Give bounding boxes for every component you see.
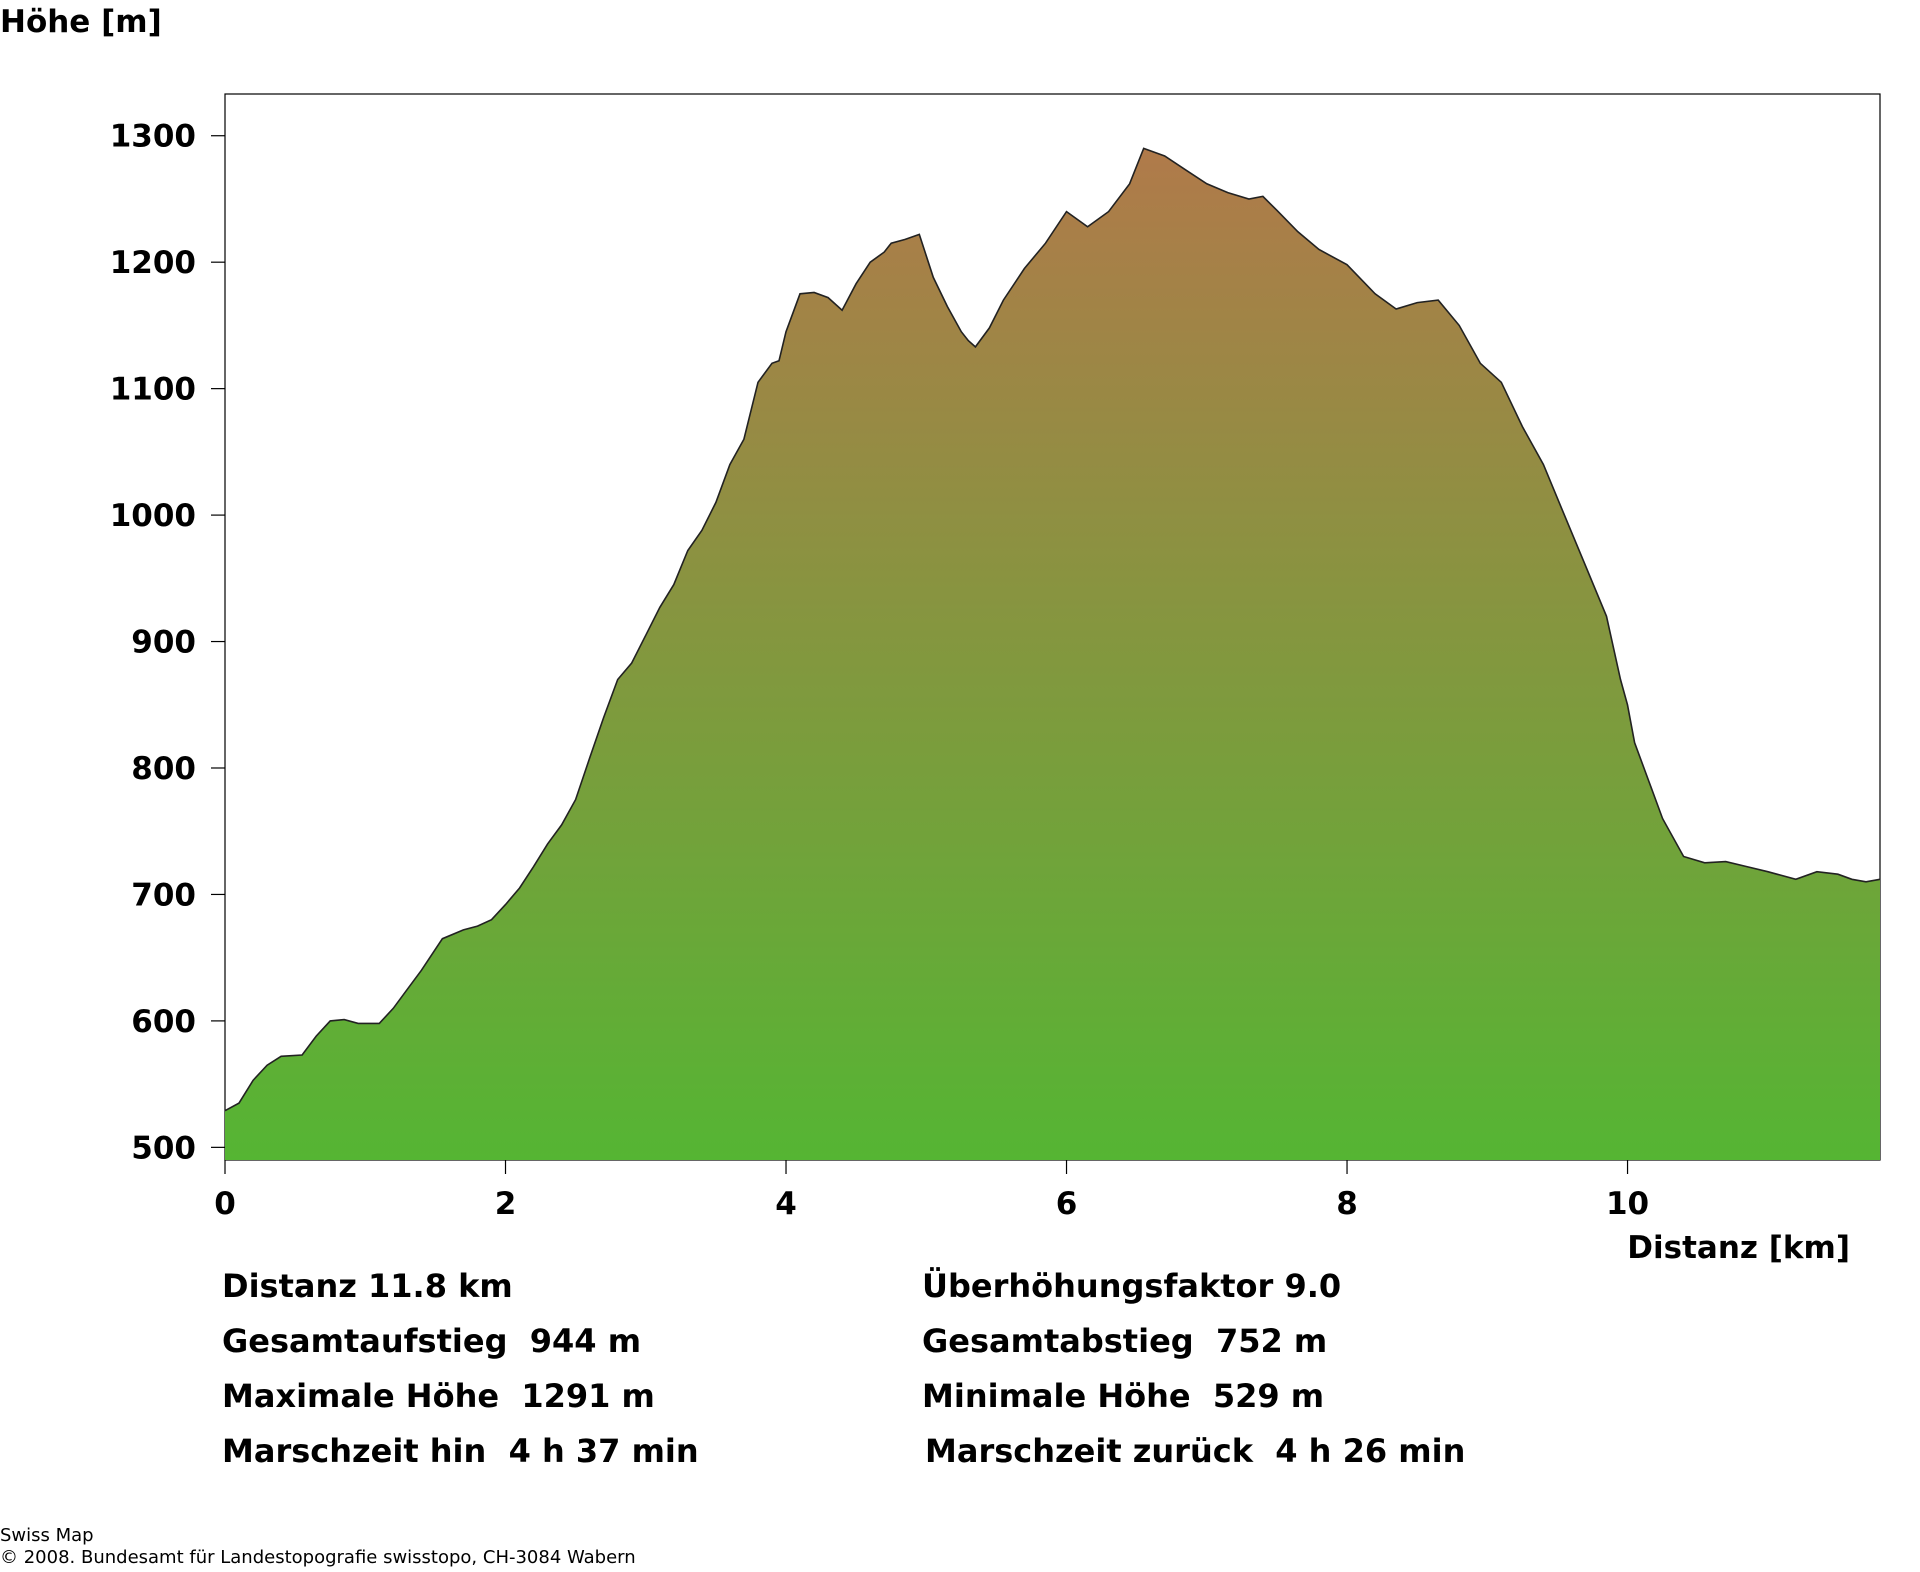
stat-maximale-hoehe: Maximale Höhe 1291 m (222, 1377, 655, 1415)
y-tick-label: 500 (131, 1130, 196, 1166)
y-tick-label: 600 (131, 1004, 196, 1040)
stat-marschzeit-hin: Marschzeit hin 4 h 37 min (222, 1432, 699, 1470)
stat-minimale-hoehe: Minimale Höhe 529 m (922, 1377, 1325, 1415)
y-tick-label: 1100 (110, 372, 196, 408)
stat-gesamtaufstieg: Gesamtaufstieg 944 m (222, 1322, 642, 1360)
elevation-area (225, 148, 1880, 1160)
x-tick-label: 2 (495, 1186, 517, 1222)
x-tick-label: 10 (1606, 1186, 1649, 1222)
y-tick-label: 800 (131, 751, 196, 787)
x-tick-label: 0 (214, 1186, 236, 1222)
y-tick-label: 900 (131, 625, 196, 661)
elevation-line (224, 147, 1881, 1112)
stat-marschzeit-zurueck: Marschzeit zurück 4 h 26 min (925, 1432, 1466, 1470)
x-tick-label: 6 (1056, 1186, 1078, 1222)
y-tick-label: 1300 (110, 119, 196, 155)
stat-gesamtabstieg: Gesamtabstieg 752 m (922, 1322, 1328, 1360)
y-tick-label: 700 (131, 877, 196, 913)
x-axis-title: Distanz [km] (1627, 1230, 1850, 1266)
x-tick-label: 4 (775, 1186, 797, 1222)
x-tick-label: 8 (1336, 1186, 1358, 1222)
y-tick-label: 1200 (110, 245, 196, 281)
stat-ueberhoehungsfaktor: Überhöhungsfaktor 9.0 (922, 1267, 1342, 1305)
y-tick-label: 1000 (110, 498, 196, 534)
footer-source: Swiss Map (0, 1525, 94, 1546)
footer-copyright: © 2008. Bundesamt für Landestopografie s… (0, 1547, 636, 1568)
y-axis: 500 600 700 800 900 1000 1100 1200 1300 (110, 119, 225, 1166)
x-axis: 0 2 4 6 8 10 (214, 1160, 1649, 1222)
stat-distanz: Distanz 11.8 km (222, 1267, 513, 1305)
y-axis-title: Höhe [m] (0, 4, 162, 40)
